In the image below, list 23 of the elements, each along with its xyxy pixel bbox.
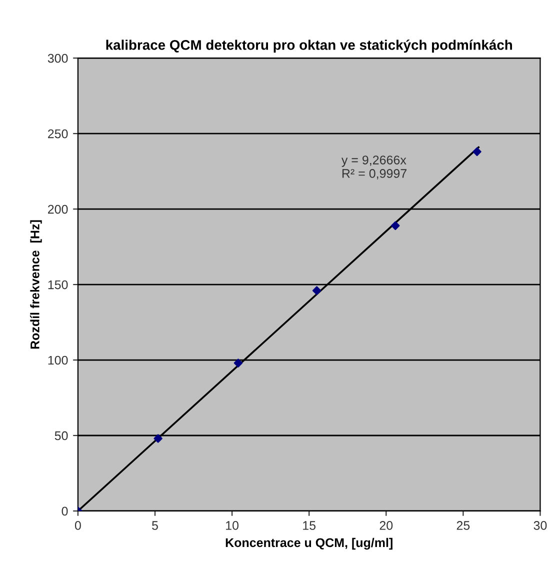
y-tick-label: 150 <box>48 280 68 290</box>
x-axis-title: Koncentrace u QCM, [ug/ml] <box>226 538 392 550</box>
y-tick-label: 200 <box>48 204 68 214</box>
point <box>391 221 400 230</box>
point <box>154 434 162 443</box>
y-tick-label: 300 <box>48 54 68 63</box>
y-tick-label: 250 <box>48 129 68 138</box>
y-tick-label: 0 <box>62 506 68 516</box>
y-axis-title: Rozdíl frekvence [Hz] <box>30 220 42 349</box>
x-tick-label: 20 <box>380 521 393 530</box>
x-tick-label: 5 <box>152 521 158 530</box>
x-tick-label: 15 <box>303 521 316 530</box>
x-tick-label: 0 <box>74 521 81 530</box>
x-tick-label: 25 <box>456 521 470 530</box>
x-tick-label: 30 <box>534 521 547 530</box>
chart-title: kalibrace QCM detektoru pro oktan ve statických podmínkách <box>106 40 512 53</box>
point <box>472 147 482 156</box>
y-tick-label: 100 <box>48 356 68 365</box>
point <box>234 358 243 368</box>
x-tick-label: 10 <box>226 521 239 530</box>
annotation: y = 9,2666x R² = 0,9997 <box>341 156 406 180</box>
point <box>312 286 322 295</box>
y-tick-label: 50 <box>54 431 68 440</box>
